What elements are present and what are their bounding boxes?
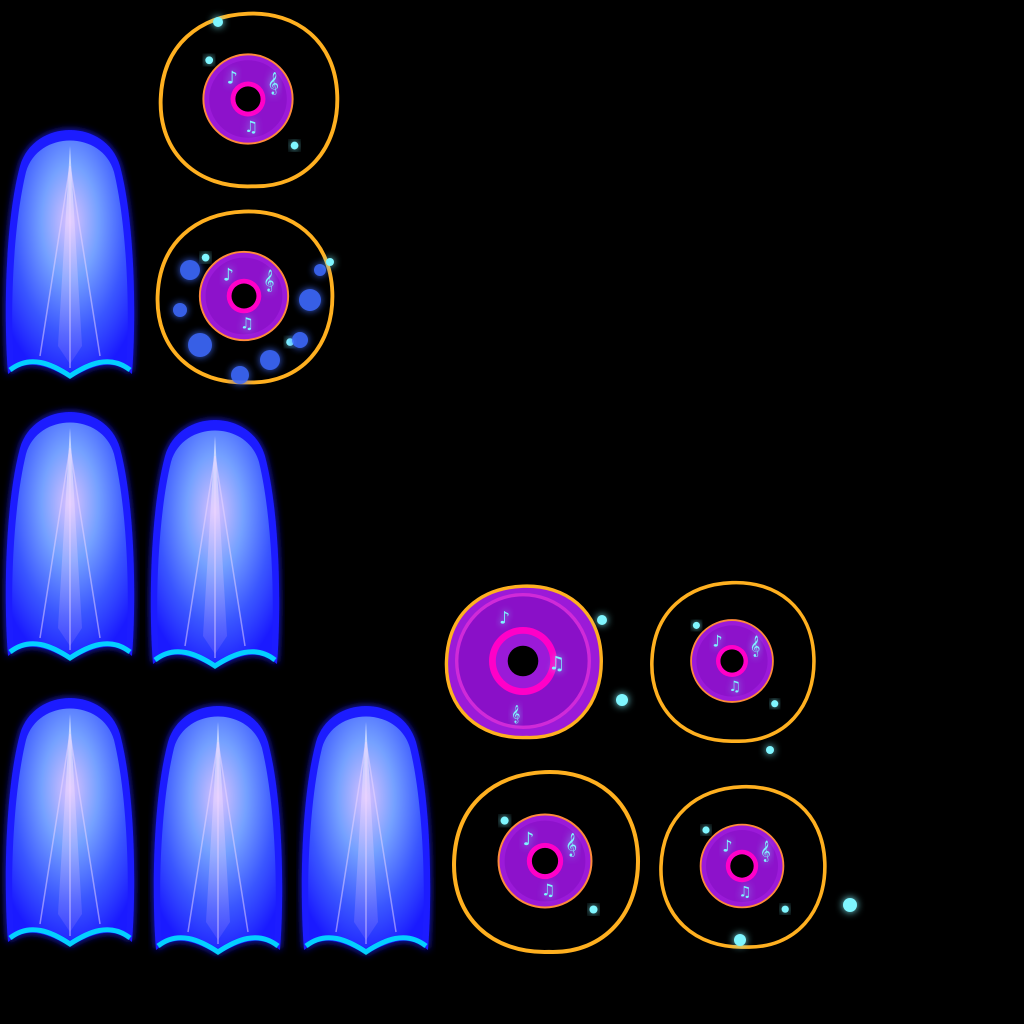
beam-sprite-frame bbox=[154, 706, 282, 954]
ring-sprite-frame bbox=[661, 787, 825, 947]
ring-sprite-frame bbox=[652, 583, 814, 742]
ring-sprite-frame-large bbox=[446, 586, 601, 737]
beam-sprite-frame bbox=[6, 698, 134, 946]
beam-sprite-frame bbox=[6, 412, 134, 660]
ring-sprite-frame bbox=[454, 772, 638, 952]
sparkle-icon bbox=[213, 17, 857, 946]
beam-sprite-frame bbox=[6, 130, 134, 378]
beam-sprite-frame bbox=[302, 706, 430, 954]
ring-sprite-frame-burst bbox=[158, 211, 333, 384]
beam-sprite-frame bbox=[151, 420, 279, 668]
ring-sprite-frame bbox=[161, 14, 338, 187]
